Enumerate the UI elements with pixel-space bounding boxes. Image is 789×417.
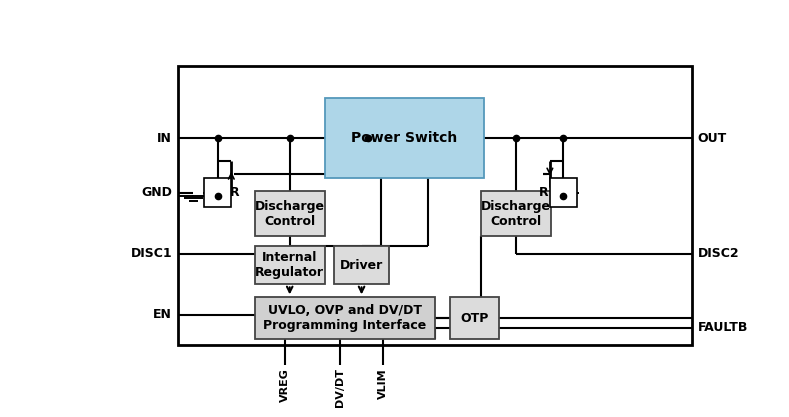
Bar (550, 178, 577, 207)
Bar (334, 246, 389, 284)
Bar (204, 178, 231, 207)
Text: R: R (538, 186, 548, 199)
Text: UVLO, OVP and DV/DT
Programming Interface: UVLO, OVP and DV/DT Programming Interfac… (263, 304, 426, 332)
Text: GND: GND (141, 186, 172, 199)
Text: Power Switch: Power Switch (351, 131, 458, 146)
Text: DISC1: DISC1 (130, 247, 172, 261)
Text: DISC2: DISC2 (697, 247, 739, 261)
Text: IN: IN (157, 132, 172, 145)
Bar (481, 191, 551, 236)
Bar (451, 297, 499, 339)
Text: DV/DT: DV/DT (335, 368, 345, 407)
Text: OUT: OUT (697, 132, 727, 145)
Text: Driver: Driver (340, 259, 383, 271)
Bar (325, 98, 484, 178)
Bar (178, 66, 692, 345)
Text: OTP: OTP (461, 311, 489, 325)
Text: Internal
Regulator: Internal Regulator (255, 251, 324, 279)
Bar (255, 191, 325, 236)
Bar (255, 297, 435, 339)
Text: R: R (230, 186, 240, 199)
Text: Discharge
Control: Discharge Control (255, 200, 325, 228)
Text: FAULTB: FAULTB (697, 321, 748, 334)
Text: Discharge
Control: Discharge Control (481, 200, 551, 228)
Text: VREG: VREG (280, 368, 290, 402)
Text: EN: EN (153, 309, 172, 322)
Bar (255, 246, 325, 284)
Text: VLIM: VLIM (378, 368, 388, 399)
